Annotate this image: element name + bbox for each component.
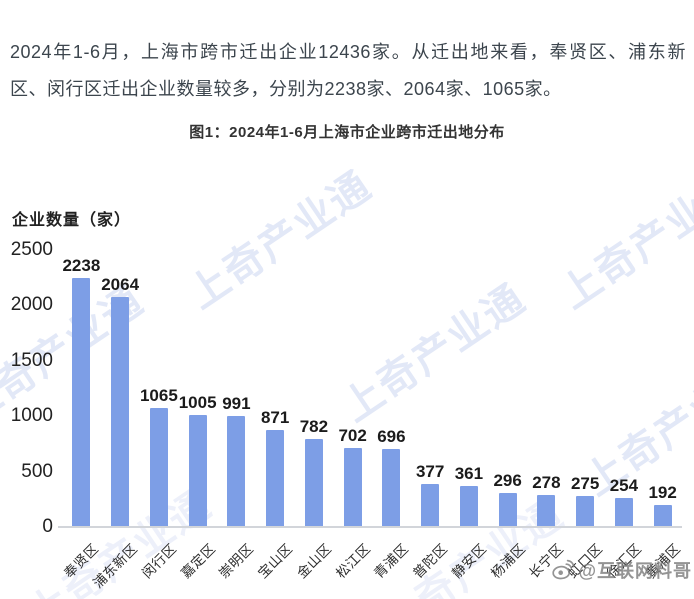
- y-tick-label: 2500: [10, 239, 53, 260]
- credit-handle: @互联网料哥: [578, 561, 692, 581]
- bar-value-label: 702: [338, 426, 367, 446]
- bar: [343, 448, 362, 526]
- bar-value-label: 696: [377, 426, 406, 446]
- bar-column: 991: [217, 395, 256, 526]
- bar-value-label: 1065: [139, 386, 178, 405]
- bar: [614, 497, 633, 526]
- bar-column: 275: [566, 473, 605, 526]
- bar-column: 361: [450, 465, 489, 526]
- bar: [188, 414, 207, 526]
- x-axis-label: 静安区: [449, 540, 490, 582]
- x-axis-label: 普陀区: [410, 540, 451, 582]
- bar-column: 1005: [178, 392, 217, 526]
- bar: [227, 416, 246, 526]
- credit-badge: @互联网料哥: [551, 557, 692, 583]
- bar-column: 192: [643, 482, 682, 526]
- bar: [498, 493, 517, 526]
- y-tick-label: 1000: [10, 405, 53, 427]
- bar-value-label: 296: [493, 471, 522, 491]
- bar-column: 871: [256, 407, 295, 526]
- bar-value-label: 192: [648, 482, 677, 502]
- x-axis-label: 崇明区: [216, 540, 257, 582]
- bar: [111, 297, 130, 526]
- bar-value-label: 377: [415, 462, 445, 482]
- bar: [304, 439, 323, 526]
- bar: [459, 486, 478, 526]
- bar: [266, 429, 285, 526]
- bar-value-label: 991: [222, 394, 251, 414]
- bar-column: 254: [605, 475, 644, 526]
- bar: [576, 495, 595, 526]
- y-tick-label: 1500: [10, 349, 53, 371]
- bar: [537, 495, 556, 526]
- bar-value-label: 275: [570, 473, 600, 493]
- weibo-icon: [551, 558, 575, 582]
- figure-title: 图1：2024年1-6月上海市企业跨市迁出地分布: [189, 124, 505, 141]
- bar-column: 278: [527, 474, 566, 526]
- bar-column: 1065: [140, 387, 179, 526]
- x-axis-label: 金山区: [294, 540, 335, 582]
- x-axis-label: 宝山区: [255, 540, 296, 582]
- bar-value-label: 278: [532, 473, 561, 493]
- x-axis-label: 松江区: [332, 540, 374, 582]
- bar: [382, 448, 401, 526]
- article-paragraph: 2024年1-6月，上海市跨市迁出企业12436家。从迁出地来看，奉贤区、浦东新…: [10, 42, 686, 99]
- bar-column: 696: [372, 426, 411, 526]
- x-axis-line: [58, 526, 682, 528]
- x-axis-label: 杨浦区: [487, 540, 529, 582]
- x-axis-label: 闵行区: [139, 540, 180, 582]
- x-axis-label: 嘉定区: [177, 540, 219, 582]
- bar: [653, 504, 672, 526]
- bar-column: 2064: [101, 276, 140, 526]
- bar-value-label: 1005: [178, 392, 217, 412]
- bar-value-label: 782: [299, 417, 329, 437]
- y-tick-label: 500: [21, 460, 53, 482]
- y-axis-title: 企业数量（家）: [12, 212, 132, 229]
- bar-value-label: 2238: [62, 256, 101, 276]
- bar-column: 702: [333, 427, 372, 526]
- bar-value-label: 254: [609, 475, 639, 495]
- bar-chart-plot-area: 0 500 1000 1500 2000 2500 2238 2064 1065 1005 991 8…: [11, 240, 682, 536]
- x-axis-label: 青浦区: [371, 540, 412, 582]
- bar: [72, 278, 91, 526]
- bar-column: 782: [295, 418, 334, 526]
- y-tick-label: 0: [42, 516, 53, 537]
- bar: [149, 408, 168, 526]
- bar-value-label: 871: [260, 407, 290, 427]
- y-tick-label: 2000: [10, 294, 53, 316]
- bar: [421, 484, 440, 526]
- bar-value-label: 2064: [101, 275, 140, 295]
- bar-column: 2238: [62, 257, 101, 526]
- bar-column: 377: [411, 463, 450, 526]
- bar-value-label: 361: [454, 464, 484, 484]
- bar-column: 296: [488, 472, 527, 526]
